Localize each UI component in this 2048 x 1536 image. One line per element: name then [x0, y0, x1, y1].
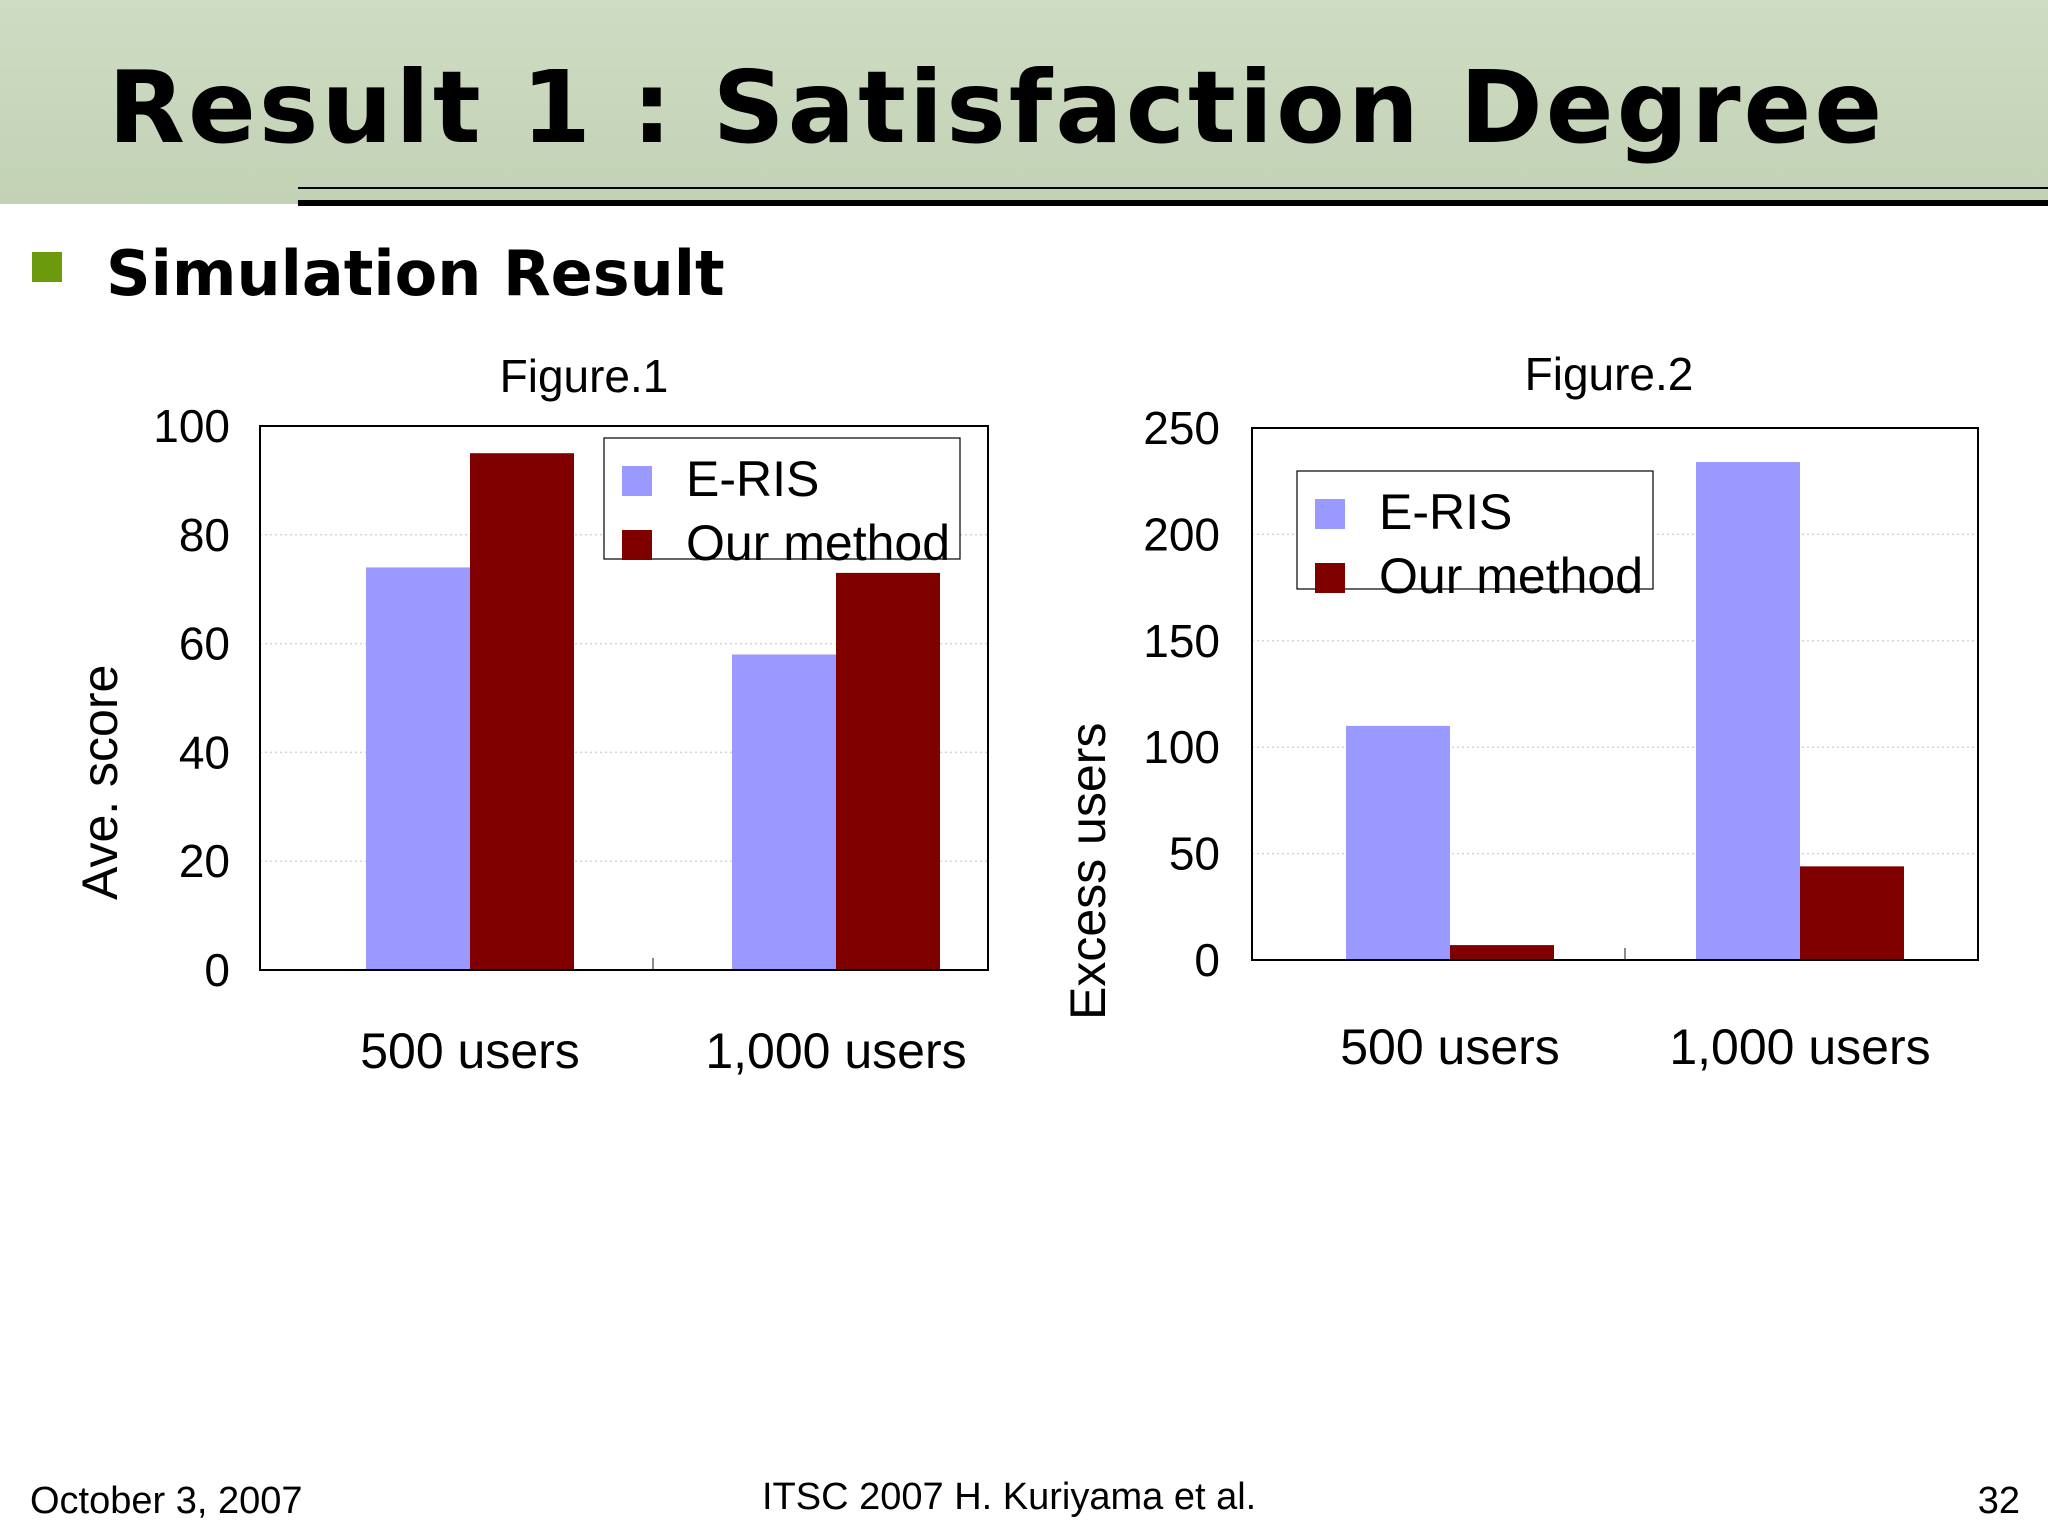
chart-2-category-label: 500 users [1340, 1019, 1560, 1075]
charts-canvas: Figure.1 0 20 40 60 80 100 500 users 1,000 users… [72, 348, 1979, 1079]
chart-1-legend-swatch [622, 530, 652, 560]
chart-2-y-tick-label: 50 [1169, 828, 1220, 880]
chart-1-bar-e-ris-1 [366, 567, 470, 970]
chart-1-y-tick-label: 0 [204, 944, 230, 996]
header-band [0, 0, 2048, 204]
chart-2-legend-swatch [1315, 499, 1345, 529]
chart-1-category-label: 1,000 users [705, 1023, 966, 1079]
chart-2-bar-our-method-1 [1450, 945, 1554, 960]
chart-1-y-axis-label: Ave. score [72, 665, 128, 900]
chart-2-bar-e-ris-1 [1346, 725, 1450, 960]
chart-1-legend-box [603, 437, 961, 560]
chart-1-y-tick-label: 20 [179, 835, 230, 887]
chart-1-y-tick-label: 40 [179, 726, 230, 778]
chart-2-y-tick-label: 100 [1143, 721, 1220, 773]
bullet-simulation-result: Simulation Result [106, 237, 725, 310]
chart-2-title: Figure.2 [1525, 348, 1694, 400]
chart-2-plot-frame [1251, 427, 1979, 961]
chart-2-legend-box [1296, 470, 1654, 590]
footer-date: October 3, 2007 [30, 1480, 303, 1522]
chart-1-plot-frame [259, 425, 989, 971]
chart-2-bar-our-method-2 [1800, 866, 1904, 960]
chart-1-legend-label: E-RIS [686, 451, 819, 507]
chart-2-y-axis-label: Excess users [1060, 723, 1116, 1020]
header-rule-thick [298, 200, 2048, 206]
footer-page-number: 32 [1977, 1480, 2020, 1522]
chart-2-bar-e-ris-2 [1696, 462, 1800, 960]
bullet-square-icon [32, 252, 62, 282]
chart-1-title: Figure.1 [500, 350, 669, 402]
chart-1-legend-label: Our method [686, 515, 950, 571]
footer-credit: ITSC 2007 H. Kuriyama et al. [762, 1476, 1257, 1518]
chart-2-y-tick-label: 200 [1143, 508, 1220, 560]
chart-2-category-label: 1,000 users [1669, 1019, 1930, 1075]
chart-2-legend-label: E-RIS [1379, 484, 1512, 540]
chart-1-bar-our-method-1 [470, 453, 574, 970]
slide-title: Result 1 : Satisfaction Degree [108, 49, 1886, 166]
header-rule-thin [298, 187, 2048, 189]
chart-1-y-tick-label: 80 [179, 509, 230, 561]
chart-2-legend-label: Our method [1379, 548, 1643, 604]
chart-1-y-tick-label: 60 [179, 618, 230, 670]
chart-1-legend-swatch [622, 466, 652, 496]
chart-1-category-label: 500 users [360, 1023, 580, 1079]
chart-2-y-tick-label: 0 [1194, 934, 1220, 986]
chart-1-bar-our-method-2 [836, 572, 940, 970]
chart-2-legend-swatch [1315, 563, 1345, 593]
chart-2-y-tick-label: 250 [1143, 402, 1220, 454]
chart-1-bar-e-ris-2 [732, 654, 836, 970]
chart-2-y-tick-label: 150 [1143, 615, 1220, 667]
chart-1-y-tick-label: 100 [153, 400, 230, 452]
